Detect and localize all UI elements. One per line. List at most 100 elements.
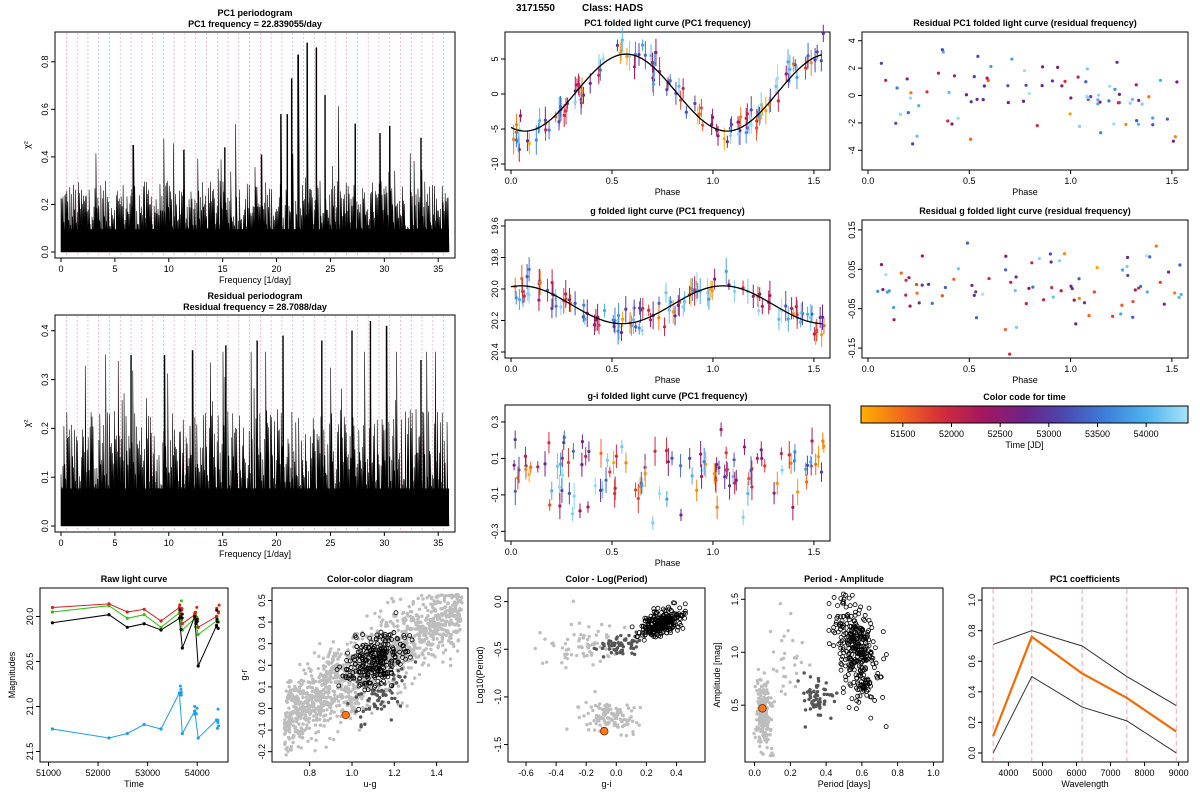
color_color-background-point [290, 716, 294, 721]
gi_folded-point [805, 463, 809, 468]
color_log_period-class-point [665, 627, 671, 633]
period_amplitude-class-point [865, 681, 870, 687]
period_amplitude-class-point [881, 656, 887, 662]
color_log_period-background-point [533, 646, 537, 651]
color_color-background-point [299, 683, 303, 688]
gi_folded-point [787, 453, 791, 457]
color_color-dark-point [346, 701, 350, 706]
color_log_period-background-point [608, 707, 613, 712]
period_amplitude-class-point [870, 661, 876, 667]
period_amplitude-class-point [841, 640, 847, 646]
color_color-background-point [401, 610, 406, 615]
color_color-background-point [418, 628, 422, 633]
period_amplitude-class-point [861, 616, 866, 622]
period_amplitude-class-point [855, 682, 861, 688]
color_color-background-point [406, 666, 411, 670]
residual_g_folded-point [892, 318, 896, 322]
period_amplitude-class-point [831, 595, 837, 600]
period_amplitude-dark-point [818, 697, 822, 701]
residual_g_folded-xtick-label: 0.0 [862, 364, 875, 374]
color_color-background-point [289, 713, 293, 717]
residual_g_folded-point [1048, 252, 1052, 256]
color_color-class-point [385, 674, 391, 680]
gi_folded-point [587, 449, 591, 454]
g_folded-point [657, 316, 661, 320]
g_folded-point [705, 291, 710, 295]
pc1_folded-point [819, 59, 823, 63]
color_color-background-point [319, 694, 323, 699]
color_log_period-background-point [604, 647, 608, 651]
color_log_period-dark-point [619, 633, 623, 638]
color_log_period-background-point [569, 653, 574, 657]
pc1_periodogram-xlabel: Frequency [1/day] [219, 275, 291, 285]
raw-light-curve-point [125, 610, 129, 614]
color_log_period-background-point [582, 654, 587, 658]
color_color-background-point [329, 661, 334, 665]
period_amplitude-background-point [759, 729, 763, 734]
color_color-background-point [294, 702, 299, 706]
residual_g_folded-point [907, 276, 911, 280]
period_amplitude-dark-point [796, 679, 800, 683]
color_log_period-dark-point [594, 647, 599, 651]
raw_light_curve-ylabel: Magnitudes [7, 651, 17, 698]
color_color-xlabel: u-g [363, 779, 376, 789]
color_color-background-point [336, 657, 340, 661]
period_amplitude-class-point [833, 621, 839, 627]
color_log_period-xtick-label: 0.0 [610, 768, 623, 778]
raw-light-curve-point [178, 612, 182, 616]
period_amplitude-dark-point [815, 693, 820, 698]
color_log_period-background-point [601, 712, 606, 716]
residual_pc1_folded-xtick-label: 1.5 [1166, 176, 1179, 186]
period_amplitude-class-point [880, 695, 886, 700]
pc1_folded-point [749, 123, 753, 127]
color_log_period-class-point [642, 632, 648, 638]
time-colorbar-tick-label: 51500 [890, 429, 915, 439]
g_folded-point [634, 325, 638, 329]
gi_folded-point [580, 440, 584, 444]
color_color-class-point [383, 650, 389, 656]
color_log_period-background-point [565, 637, 570, 642]
pc1_periodogram-ylabel: χ² [22, 141, 32, 149]
raw-light-curve-point [142, 622, 146, 626]
color_log_period-xtick-label: -0.4 [548, 768, 564, 778]
color_log_period-background-point [563, 642, 568, 646]
color_color-background-point [361, 706, 365, 710]
residual_pc1_folded-point [1056, 65, 1060, 69]
color_color-background-point [291, 740, 295, 745]
color_color-background-point [282, 721, 287, 725]
period_amplitude-class-point [870, 639, 876, 645]
color_color-class-point [352, 633, 358, 639]
period_amplitude-background-point [756, 681, 760, 686]
color_color-background-point [432, 631, 436, 636]
pc1_folded-point [640, 43, 645, 47]
period_amplitude-class-point [861, 657, 867, 663]
pc1_folded-point [557, 120, 561, 124]
gi_folded-point [664, 449, 669, 453]
color_color-background-point [424, 617, 429, 622]
color_color-dark-point [358, 715, 363, 719]
g_folded-point [806, 312, 810, 316]
color_color-background-point [436, 645, 440, 650]
color_log_period-dark-point [637, 638, 642, 643]
g_folded-point [713, 277, 717, 281]
pc1_folded-point [665, 88, 669, 92]
color_color-background-point [392, 624, 396, 628]
color_log_period-background-point [638, 705, 643, 710]
residual_pc1_folded-point [1173, 135, 1177, 139]
period_amplitude-background-point [759, 678, 763, 682]
pc1_folded-point [618, 51, 622, 55]
period_amplitude-class-point [832, 630, 838, 636]
color_log_period-dark-point [627, 633, 631, 638]
residual_g_folded-point [940, 294, 944, 298]
g_folded-point [757, 308, 761, 313]
g_folded-point [624, 307, 628, 311]
pc1_folded-ytick-label: -5 [490, 125, 500, 133]
raw-light-curve-point [193, 712, 197, 716]
raw_light_curve-xtick-label: 52000 [86, 768, 111, 778]
residual_periodogram-xtick-label: 30 [379, 538, 389, 548]
pc1_periodogram-ytick-label: 0.8 [40, 56, 50, 69]
color_color-background-point [291, 735, 296, 739]
color_color-background-point [304, 695, 308, 700]
color_log_period-class-point [642, 624, 648, 630]
